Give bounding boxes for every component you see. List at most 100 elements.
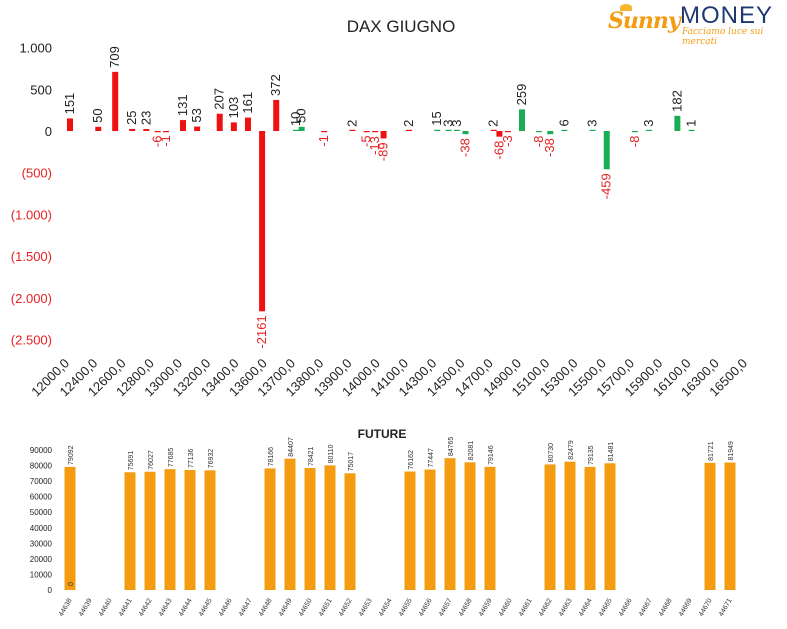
dax-data-label: -8 xyxy=(531,136,546,148)
dax-bar xyxy=(349,129,356,131)
future-bar xyxy=(584,466,596,590)
dax-bar xyxy=(95,126,102,131)
future-y-tick-label: 60000 xyxy=(30,493,53,502)
future-x-tick-label: 44663 xyxy=(558,597,574,617)
future-bar xyxy=(724,462,736,590)
dax-data-label: 2 xyxy=(345,120,360,127)
future-y-tick-label: 40000 xyxy=(30,524,53,533)
dax-data-label: 50 xyxy=(90,108,105,122)
dax-data-label: 131 xyxy=(175,94,190,116)
future-y-tick-label: 10000 xyxy=(30,570,53,579)
dax-bar xyxy=(194,126,201,131)
dax-bar xyxy=(462,131,469,135)
future-bar xyxy=(124,472,136,590)
future-x-tick-label: 44661 xyxy=(518,597,534,617)
dax-data-label: 3 xyxy=(449,120,464,127)
y-tick-label: (1.500) xyxy=(11,249,52,264)
dax-data-label: 50 xyxy=(294,108,309,122)
future-x-tick-label: 44645 xyxy=(198,597,214,617)
dax-data-label: 25 xyxy=(124,110,139,124)
future-x-tick-label: 44667 xyxy=(638,597,654,617)
dax-data-label: -1 xyxy=(316,135,331,147)
dax-data-label: 161 xyxy=(240,92,255,114)
future-data-label: 80730 xyxy=(548,443,555,463)
dax-bar xyxy=(547,131,554,135)
future-data-label: 77447 xyxy=(428,448,435,468)
dax-data-label: -5 xyxy=(359,135,374,147)
dax-data-label: 23 xyxy=(138,111,153,125)
future-x-tick-label: 44655 xyxy=(398,597,414,617)
dax-bar xyxy=(519,109,525,131)
dax-bar xyxy=(298,126,305,131)
future-data-label: 76162 xyxy=(408,450,415,470)
dax-title: DAX GIUGNO xyxy=(347,17,456,36)
dax-bar xyxy=(372,131,379,133)
dax-data-label: 207 xyxy=(212,88,227,110)
future-x-tick-label: 44653 xyxy=(358,597,374,617)
future-x-tick-label: 44651 xyxy=(318,597,334,617)
y-tick-label: (500) xyxy=(22,166,52,181)
dax-bar xyxy=(293,129,299,131)
future-x-tick-label: 44657 xyxy=(438,597,454,617)
dax-data-label: 15 xyxy=(429,111,444,125)
future-data-label: 75691 xyxy=(128,451,135,471)
dax-data-label: 182 xyxy=(669,90,684,112)
dax-bar xyxy=(380,131,387,139)
dax-bar xyxy=(273,99,280,131)
dax-bar xyxy=(259,131,266,312)
dax-data-label: 1 xyxy=(684,120,699,127)
logo-money-text: MONEY xyxy=(680,2,774,29)
future-x-tick-label: 44638 xyxy=(58,597,74,617)
dax-bar xyxy=(454,129,461,131)
dax-bar xyxy=(230,122,237,131)
future-bar xyxy=(704,462,716,590)
dax-bar xyxy=(406,129,412,131)
dax-bar xyxy=(112,71,119,131)
future-y-tick-label: 0 xyxy=(48,586,53,595)
future-data-label: 76027 xyxy=(148,450,155,470)
future-x-tick-label: 44665 xyxy=(598,597,614,617)
dax-data-label: -38 xyxy=(458,138,473,157)
future-bar xyxy=(284,458,296,590)
dax-bar xyxy=(321,131,328,133)
dax-bar xyxy=(589,129,596,131)
future-x-tick-label: 44641 xyxy=(118,597,134,617)
dax-bar xyxy=(603,131,610,170)
dax-bar xyxy=(688,129,695,131)
dax-data-label: -2161 xyxy=(254,315,269,348)
future-x-tick-label: 44643 xyxy=(158,597,174,617)
dax-data-label: 2 xyxy=(486,120,501,127)
future-data-label: 76932 xyxy=(208,449,215,469)
dax-bar xyxy=(216,113,223,131)
future-x-tick-label: 44666 xyxy=(618,597,634,617)
dax-data-label: 103 xyxy=(226,97,241,119)
future-y-tick-label: 70000 xyxy=(30,477,53,486)
dax-bar xyxy=(434,129,441,131)
future-bar xyxy=(544,464,556,590)
future-bar xyxy=(304,468,316,590)
future-data-label: 78421 xyxy=(308,446,315,466)
future-x-tick-label: 44669 xyxy=(678,597,694,617)
future-x-tick-label: 44652 xyxy=(338,597,354,617)
future-bar xyxy=(184,470,196,590)
future-data-label: 84765 xyxy=(448,437,455,457)
future-data-label: 79135 xyxy=(588,445,595,465)
dax-bar xyxy=(632,131,638,133)
future-x-tick-label: 44642 xyxy=(138,597,154,617)
dax-bar xyxy=(490,129,497,131)
y-tick-label: 0 xyxy=(45,124,52,139)
dax-data-label: 3 xyxy=(441,120,456,127)
future-data-label: 81721 xyxy=(708,441,715,461)
future-x-tick-label: 44671 xyxy=(718,597,734,617)
dax-bar xyxy=(363,131,370,133)
future-x-tick-label: 44664 xyxy=(578,597,594,617)
dax-data-label: 10 xyxy=(288,112,303,126)
future-data-label: 75017 xyxy=(348,452,355,472)
future-bar xyxy=(164,469,176,590)
future-data-label: 79092 xyxy=(68,445,75,465)
dax-data-label: 709 xyxy=(107,46,122,68)
sun-icon xyxy=(620,4,632,11)
future-y-tick-label: 80000 xyxy=(30,462,53,471)
future-x-tick-label: 44646 xyxy=(218,597,234,617)
future-x-tick-label: 44640 xyxy=(98,597,114,617)
